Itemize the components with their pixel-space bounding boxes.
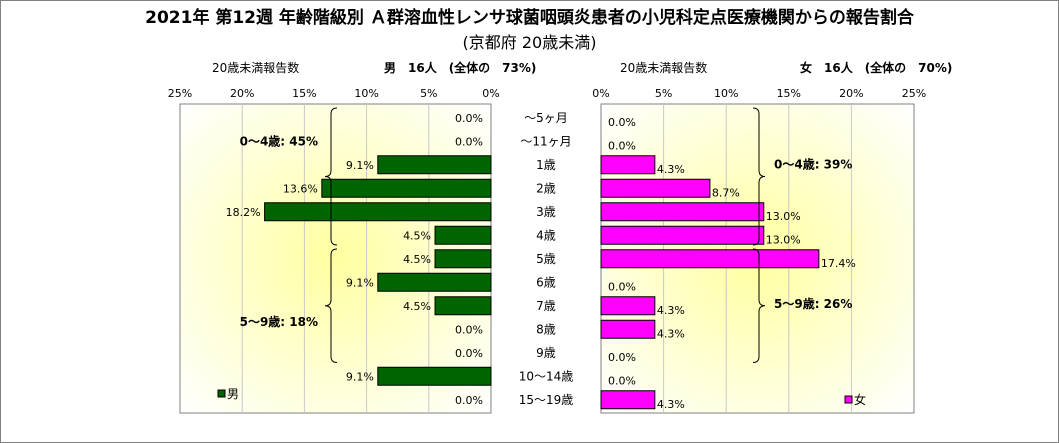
- male-x-tick-label: 15%: [292, 87, 316, 100]
- male-bar: [264, 202, 492, 222]
- category-label: 5歳: [536, 252, 556, 266]
- male-x-tick-label: 5%: [420, 87, 437, 100]
- male-value-label: 4.5%: [403, 229, 431, 242]
- female-value-label: 4.3%: [657, 163, 685, 176]
- chart-title: 2021年 第12週 年齢階級別 Ａ群溶血性レンサ球菌咽頭炎患者の小児科定点医療…: [145, 8, 914, 28]
- male-value-label: 0.0%: [455, 112, 483, 125]
- male-group-label-5-9: 5～9歳: 18%: [240, 314, 318, 329]
- female-x-tick-label: 15%: [777, 87, 801, 100]
- male-legend-swatch: [217, 389, 226, 398]
- female-value-label: 4.3%: [657, 327, 685, 340]
- category-label: 8歳: [536, 322, 556, 336]
- male-value-label: 0.0%: [455, 135, 483, 148]
- male-bar: [377, 272, 492, 292]
- male-value-label: 18.2%: [226, 206, 261, 219]
- female-x-tick-label: 10%: [714, 87, 738, 100]
- category-label: 1歳: [536, 158, 556, 172]
- female-value-label: 13.0%: [766, 210, 801, 223]
- male-header-count: 男 16人 (全体の 73%): [384, 60, 536, 75]
- male-value-label: 4.5%: [403, 253, 431, 266]
- male-value-label: 9.1%: [346, 370, 374, 383]
- male-bar: [321, 178, 492, 198]
- female-bar: [600, 178, 711, 198]
- female-header-count: 女 16人 (全体の 70%): [800, 60, 952, 75]
- female-x-tick-label: 25%: [902, 87, 926, 100]
- female-header-label: 20歳未満報告数: [620, 60, 707, 75]
- female-legend-label: 女: [854, 392, 866, 407]
- male-brace-5-9: [324, 248, 338, 363]
- female-bar: [600, 249, 820, 269]
- female-value-label: 4.3%: [657, 304, 685, 317]
- female-value-label: 0.0%: [608, 280, 636, 293]
- female-group-label-0-4: 0～4歳: 39%: [774, 157, 852, 172]
- female-x-tick-label: 0%: [592, 87, 609, 100]
- category-label: 10～14歳: [519, 369, 574, 383]
- male-legend-label: 男: [227, 387, 239, 401]
- female-bar: [600, 155, 656, 175]
- male-x-tick-label: 10%: [354, 87, 378, 100]
- male-x-tick-label: 20%: [230, 87, 254, 100]
- category-label: ～5ヶ月: [524, 111, 568, 125]
- category-label: 6歳: [536, 275, 556, 289]
- male-value-label: 0.0%: [455, 347, 483, 360]
- category-label: 2歳: [536, 181, 556, 195]
- female-value-label: 0.0%: [608, 374, 636, 387]
- male-bar: [434, 296, 492, 316]
- male-bar: [434, 225, 492, 245]
- male-bar: [377, 366, 492, 386]
- male-value-label: 9.1%: [346, 276, 374, 289]
- female-bar: [600, 390, 656, 410]
- female-value-label: 17.4%: [821, 257, 856, 270]
- male-bar: [377, 155, 492, 175]
- female-value-label: 4.3%: [657, 398, 685, 411]
- female-value-label: 13.0%: [766, 233, 801, 246]
- female-bar: [600, 319, 656, 339]
- female-brace-5-9: [752, 248, 766, 363]
- category-label: 4歳: [536, 228, 556, 242]
- male-value-label: 0.0%: [455, 323, 483, 336]
- female-value-label: 0.0%: [608, 116, 636, 129]
- female-bar: [600, 202, 765, 222]
- female-x-tick-label: 5%: [655, 87, 672, 100]
- male-value-label: 0.0%: [455, 394, 483, 407]
- male-x-tick-label: 0%: [482, 87, 499, 100]
- female-bar: [600, 225, 765, 245]
- male-group-label-0-4: 0～4歳: 45%: [240, 134, 318, 149]
- male-value-label: 4.5%: [403, 300, 431, 313]
- female-value-label: 0.0%: [608, 351, 636, 364]
- chart-subtitle: (京都府 20歳未満): [462, 33, 597, 52]
- male-header-label: 20歳未満報告数: [212, 60, 299, 75]
- female-x-tick-label: 20%: [839, 87, 863, 100]
- male-brace-0-4: [324, 107, 338, 246]
- female-brace-0-4: [752, 107, 766, 246]
- category-label: 7歳: [536, 299, 556, 313]
- male-value-label: 13.6%: [283, 182, 318, 195]
- female-group-label-5-9: 5～9歳: 26%: [774, 296, 852, 311]
- female-legend-swatch: [844, 395, 853, 404]
- female-value-label: 0.0%: [608, 139, 636, 152]
- male-x-tick-label: 25%: [168, 87, 192, 100]
- female-bar: [600, 296, 656, 316]
- male-bar: [434, 249, 492, 269]
- male-value-label: 9.1%: [346, 159, 374, 172]
- category-label: 9歳: [536, 346, 556, 360]
- category-label: ～11ヶ月: [520, 134, 571, 148]
- female-value-label: 8.7%: [712, 186, 740, 199]
- category-label: 3歳: [536, 205, 556, 219]
- category-label: 15～19歳: [519, 393, 574, 407]
